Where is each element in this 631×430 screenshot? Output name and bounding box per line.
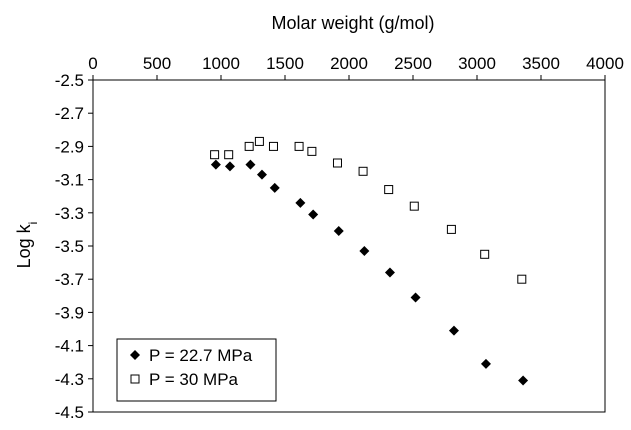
data-point-square bbox=[307, 146, 317, 156]
legend: P = 22.7 MPa P = 30 MPa bbox=[116, 338, 277, 402]
y-tick-label: -3.9 bbox=[55, 303, 84, 322]
y-tick-label: -3.1 bbox=[55, 171, 84, 190]
y-tick-label: -2.7 bbox=[55, 104, 84, 123]
data-point-diamond bbox=[269, 182, 280, 193]
y-tick-label: -4.1 bbox=[55, 337, 84, 356]
x-tick-label: 500 bbox=[143, 54, 171, 73]
y-tick-label: -3.7 bbox=[55, 270, 84, 289]
x-tick-label: 1500 bbox=[266, 54, 304, 73]
data-point-diamond bbox=[480, 358, 491, 369]
data-point-diamond bbox=[518, 375, 529, 386]
data-point-square bbox=[224, 150, 234, 160]
plot-area-frame bbox=[92, 79, 606, 413]
data-point-diamond bbox=[410, 292, 421, 303]
data-point-square bbox=[332, 158, 342, 168]
data-point-diamond bbox=[384, 267, 395, 278]
y-axis-title-sub: i bbox=[26, 222, 40, 225]
data-point-diamond bbox=[295, 197, 306, 208]
y-tick-label: -2.9 bbox=[55, 137, 84, 156]
data-point-diamond bbox=[308, 209, 319, 220]
data-point-diamond bbox=[224, 161, 235, 172]
data-points bbox=[210, 136, 529, 386]
x-tick-label: 2500 bbox=[394, 54, 432, 73]
x-tick-label: 2000 bbox=[330, 54, 368, 73]
data-point-square bbox=[517, 274, 527, 284]
data-point-square bbox=[210, 150, 220, 160]
data-point-diamond bbox=[210, 159, 221, 170]
legend-marker-square bbox=[130, 374, 140, 384]
legend-marker-diamond bbox=[130, 350, 140, 360]
y-tick-label: -2.5 bbox=[55, 71, 84, 90]
y-axis-title-main: Log k bbox=[14, 223, 34, 268]
y-tick-label: -4.5 bbox=[55, 403, 84, 422]
x-axis-ticks: 0 500 1000 1500 2000 2500 3000 3500 4000 bbox=[88, 54, 624, 80]
data-point-square bbox=[358, 166, 368, 176]
x-tick-label: 3500 bbox=[522, 54, 560, 73]
data-point-square bbox=[268, 141, 278, 151]
data-point-square bbox=[480, 249, 490, 259]
x-axis-title: Molar weight (g/mol) bbox=[271, 13, 434, 33]
y-tick-label: -3.5 bbox=[55, 237, 84, 256]
y-tick-label: -4.3 bbox=[55, 370, 84, 389]
data-point-diamond bbox=[448, 325, 459, 336]
data-point-diamond bbox=[359, 245, 370, 256]
x-tick-label: 1000 bbox=[202, 54, 240, 73]
y-axis-title: Log ki bbox=[14, 222, 40, 269]
data-point-square bbox=[254, 136, 264, 146]
data-point-diamond bbox=[333, 226, 344, 237]
legend-box bbox=[116, 338, 277, 402]
data-point-diamond bbox=[245, 159, 256, 170]
data-point-diamond bbox=[256, 169, 267, 180]
x-tick-label: 4000 bbox=[586, 54, 624, 73]
legend-label-series-1: P = 22.7 MPa bbox=[149, 346, 253, 365]
data-point-square bbox=[294, 141, 304, 151]
data-point-square bbox=[384, 185, 394, 195]
x-tick-label: 0 bbox=[88, 54, 97, 73]
x-tick-label: 3000 bbox=[458, 54, 496, 73]
data-point-square bbox=[409, 201, 419, 211]
y-tick-label: -3.3 bbox=[55, 204, 84, 223]
data-point-square bbox=[244, 141, 254, 151]
legend-label-series-2: P = 30 MPa bbox=[149, 370, 239, 389]
data-point-square bbox=[446, 224, 456, 234]
y-axis-ticks: -2.5 -2.7 -2.9 -3.1 -3.3 -3.5 -3.7 -3.9 -4.1 -4.3… bbox=[55, 71, 93, 422]
